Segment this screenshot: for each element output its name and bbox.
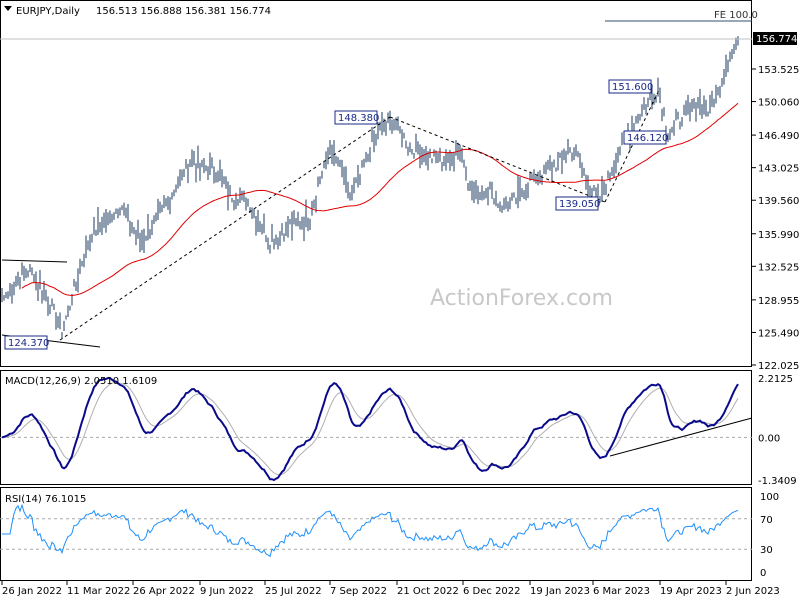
rsi-tick-label: 100 bbox=[760, 492, 779, 503]
rsi-line bbox=[2, 503, 739, 558]
rsi-tick-label: 0 bbox=[760, 568, 766, 579]
macd-series: 2.2125 0.00 -1.3409 bbox=[0, 374, 797, 487]
macd-panel-frame bbox=[0, 370, 752, 485]
macd-signal-line bbox=[1, 382, 739, 476]
macd-line bbox=[1, 376, 739, 482]
rsi-label: RSI(14) 76.1015 bbox=[5, 494, 86, 505]
date-tick-label: 21 Oct 2022 bbox=[397, 586, 459, 597]
price-tick-label: 146.490 bbox=[758, 131, 799, 142]
annotation-label: 148.380 bbox=[338, 113, 379, 124]
date-tick-label: 9 Jun 2022 bbox=[200, 586, 254, 597]
moving-average bbox=[21, 102, 739, 297]
annotation-box bbox=[4, 335, 48, 350]
date-tick-label: 6 Dec 2022 bbox=[463, 586, 521, 597]
date-tick-label: 26 Jan 2022 bbox=[2, 586, 62, 597]
price-tick-label: 125.490 bbox=[758, 328, 799, 339]
date-tick-label: 25 Jul 2022 bbox=[265, 586, 322, 597]
macd-trendline bbox=[609, 417, 753, 457]
price-bars bbox=[1, 36, 739, 340]
ma-line bbox=[21, 102, 739, 297]
annotation-label: 139.050 bbox=[559, 199, 600, 210]
date-tick-label: 6 Mar 2023 bbox=[593, 586, 650, 597]
trendlines: 124.370 148.380 139.050 151.600 146.120 bbox=[0, 20, 752, 350]
date-tick-label: 26 Apr 2022 bbox=[133, 586, 195, 597]
macd-tick-label: 2.2125 bbox=[758, 374, 793, 385]
annotation-label: 124.370 bbox=[8, 338, 49, 349]
annotation-label: 146.120 bbox=[627, 133, 668, 144]
annotation-label: 151.600 bbox=[612, 82, 653, 93]
annotation-box bbox=[608, 79, 652, 94]
price-tick-label: 135.990 bbox=[758, 230, 799, 241]
price-tick-label: 132.525 bbox=[758, 262, 799, 273]
price-tick-label: 122.025 bbox=[758, 361, 799, 372]
symbol-header: EURJPY,Daily bbox=[16, 6, 80, 17]
fe-label: FE 100.0 bbox=[714, 10, 758, 21]
price-tick-label: 143.025 bbox=[758, 164, 799, 175]
trendline bbox=[59, 116, 391, 341]
macd-label: MACD(12,26,9) 2.0510 1.6109 bbox=[5, 376, 157, 387]
annotation-box bbox=[555, 196, 599, 211]
axes: 153.525 150.060 146.490 143.025 139.560 135.9… bbox=[1, 65, 799, 597]
rsi-series: 100 70 30 0 bbox=[0, 492, 779, 579]
price-tick-label: 128.955 bbox=[758, 296, 799, 307]
annotation-box bbox=[334, 110, 378, 125]
trendline bbox=[389, 116, 606, 203]
rsi-tick-label: 30 bbox=[760, 545, 773, 556]
price-tick-label: 153.525 bbox=[758, 65, 799, 76]
ohlc-header: 156.513 156.888 156.381 156.774 bbox=[96, 6, 271, 17]
rsi-panel-frame bbox=[0, 487, 752, 581]
date-tick-label: 19 Jan 2023 bbox=[530, 586, 590, 597]
annotation-box bbox=[623, 130, 667, 145]
rsi-tick-label: 70 bbox=[760, 515, 773, 526]
date-tick-label: 7 Sep 2022 bbox=[330, 586, 387, 597]
collapse-triangle-icon[interactable] bbox=[4, 6, 12, 11]
macd-tick-label: 0.00 bbox=[758, 433, 780, 444]
watermark: ActionForex.com bbox=[430, 286, 613, 311]
current-price-badge bbox=[753, 32, 797, 45]
trendline bbox=[1, 259, 68, 263]
macd-tick-label: -1.3409 bbox=[758, 476, 797, 487]
date-tick-label: 11 Mar 2022 bbox=[67, 586, 130, 597]
price-tick-label: 150.060 bbox=[758, 98, 799, 109]
current-price: 156.774 bbox=[756, 34, 797, 45]
date-tick-label: 2 Jun 2023 bbox=[726, 586, 780, 597]
trendline bbox=[604, 87, 661, 203]
date-tick-label: 19 Apr 2023 bbox=[660, 586, 722, 597]
price-tick-label: 139.560 bbox=[758, 196, 799, 207]
main-panel-frame bbox=[0, 0, 752, 367]
